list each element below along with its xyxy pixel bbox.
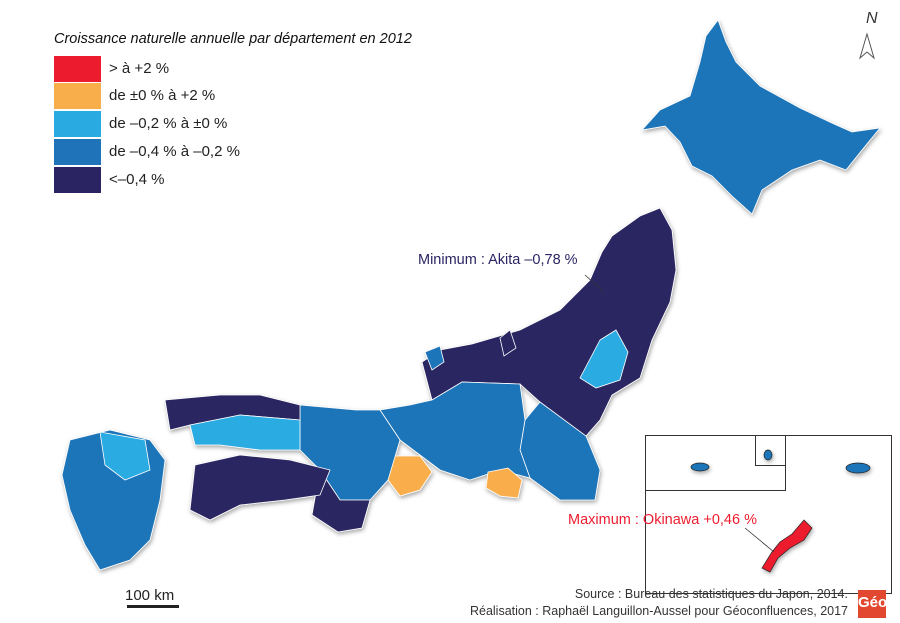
legend-item: de –0,4 % à –0,2 % [54,138,240,165]
region-shikoku [189,454,331,521]
island-amami [845,462,871,474]
legend-swatch [54,82,101,109]
region-miyagi [579,329,629,389]
geoconfluences-logo: Géo [858,590,887,618]
region-noto [499,329,517,357]
region-kyushu-north [99,431,151,481]
region-kii [311,468,371,533]
credit-text: Réalisation : Raphaël Languillon-Aussel … [469,604,848,618]
legend-swatch [54,138,101,165]
legend-swatch [54,55,101,82]
inset-divider [645,435,786,491]
legend-title: Croissance naturelle annuelle par départ… [54,31,412,47]
legend-label: > à +2 % [109,60,170,77]
region-hokkaido [640,19,881,215]
region-aichi [387,455,433,497]
inset-locator-box [755,435,786,466]
north-label: N [866,10,878,27]
legend-item: de –0,2 % à ±0 % [54,110,227,137]
scale-bar [127,605,179,608]
legend-label: de –0,4 % à –0,2 % [109,143,240,160]
minimum-leader-line [584,274,605,293]
legend-item: <–0,4 % [54,166,164,193]
island-miyako [763,449,773,461]
legend-swatch [54,166,101,193]
legend-swatch [54,110,101,137]
region-okinawa [761,519,813,573]
legend-item: de ±0 % à +2 % [54,82,215,109]
region-sado [424,345,445,371]
legend-item: > à +2 % [54,55,169,82]
minimum-annotation: Minimum : Akita –0,78 % [418,252,578,268]
island-yaeyama [690,462,710,472]
scale-label: 100 km [125,587,175,604]
region-tokyo-kanagawa [485,467,523,499]
north-arrow-icon [859,32,875,60]
legend-label: de ±0 % à +2 % [109,87,216,104]
legend-label: de –0,2 % à ±0 % [109,115,228,132]
maximum-annotation: Maximum : Okinawa +0,46 % [568,512,757,528]
legend-label: <–0,4 % [109,171,165,188]
region-chugoku-south [189,414,301,451]
maximum-leader-line [744,527,775,553]
source-text: Source : Bureau des statistiques du Japo… [574,587,848,601]
